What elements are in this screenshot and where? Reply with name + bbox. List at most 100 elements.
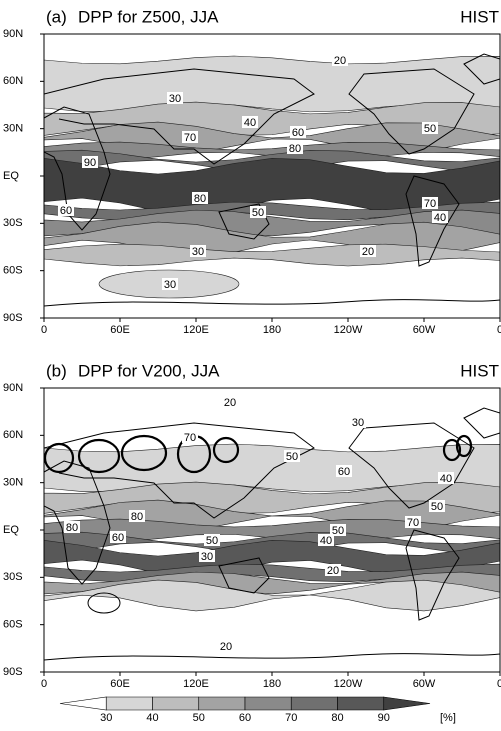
lon-tick-label: 180 <box>263 678 281 690</box>
panel-title: DPP for Z500, JJA <box>78 7 219 26</box>
lat-tick-label: 30N <box>3 477 23 489</box>
lat-tick-label: 60N <box>3 429 23 441</box>
contour-label-bg <box>218 640 234 652</box>
contour-label-bg <box>350 416 366 428</box>
contour-line <box>77 438 121 474</box>
contour-label: 40 <box>440 473 452 485</box>
contour-label-bg <box>429 500 445 512</box>
contour-label: 70 <box>184 432 196 444</box>
lat-tick-label: 30N <box>3 123 23 135</box>
contour-label-bg <box>64 521 80 533</box>
contour-band <box>44 518 500 543</box>
colorbar-swatch <box>198 696 246 711</box>
contour-label: 70 <box>424 198 436 210</box>
lon-tick-label: 60W <box>413 324 436 336</box>
contour-band <box>44 243 500 267</box>
colorbar-tick-label: 60 <box>239 712 251 724</box>
contour-label-bg <box>129 510 145 522</box>
contour-label: 90 <box>84 157 96 169</box>
lat-tick-label: 30S <box>3 571 23 583</box>
map: 20 30 40 60 50 70 80 90 80 60 50 70 40 30 20 30 <box>43 33 501 319</box>
map-fill <box>44 407 500 661</box>
lat-tick-label: 90S <box>3 666 23 678</box>
colorbar-swatch <box>244 696 292 711</box>
contour-label-bg <box>192 192 208 204</box>
contour-label-bg <box>182 431 198 443</box>
contour-label: 30 <box>352 417 364 429</box>
contour-label-bg <box>422 197 438 209</box>
contour-label: 50 <box>206 535 218 547</box>
contour-label-bg <box>330 524 346 536</box>
contour-label-bg <box>199 550 215 562</box>
colorbar-swatch <box>290 696 338 711</box>
contour-label: 50 <box>252 207 264 219</box>
lat-tick-label: 60S <box>3 265 23 277</box>
colorbar-tick-label: 90 <box>378 712 390 724</box>
panel-tag: HIST <box>460 361 499 380</box>
contour-label-bg <box>182 131 198 143</box>
lat-tick-label: 90N <box>3 382 23 394</box>
contour-label-bg <box>422 122 438 134</box>
contour-label: 60 <box>60 205 72 217</box>
contour-label: 50 <box>424 123 436 135</box>
contour-label: 70 <box>184 132 196 144</box>
contour-label-bg <box>287 142 303 154</box>
contour-band <box>44 579 500 612</box>
lat-tick-label: 90S <box>3 312 23 324</box>
contour-label-bg <box>290 126 306 138</box>
contour-label: 60 <box>292 127 304 139</box>
contour-label: 20 <box>220 641 232 653</box>
contour-line <box>212 436 240 464</box>
colorbar-tick-label: 40 <box>146 712 158 724</box>
contour-label: 40 <box>244 117 256 129</box>
lat-tick-label: 60S <box>3 619 23 631</box>
contour-line <box>120 434 168 472</box>
contour-label: 20 <box>327 565 339 577</box>
panel-title: DPP for V200, JJA <box>78 361 220 380</box>
contour-label-bg <box>110 531 126 543</box>
contour-label: 60 <box>112 532 124 544</box>
colorbar-unit: [%] <box>440 712 456 724</box>
contour-label-bg <box>190 245 206 257</box>
lon-tick-label: 120W <box>334 324 363 336</box>
lon-tick-label: 120E <box>183 324 209 336</box>
contour-label-bg <box>318 534 334 546</box>
contour-label: 30 <box>164 279 176 291</box>
contour-label-bg <box>162 278 178 290</box>
contour-label: 80 <box>194 193 206 205</box>
contour-label-bg <box>325 564 341 576</box>
contour-label: 60 <box>338 466 350 478</box>
contour-label: 20 <box>334 55 346 67</box>
contour-label: 20 <box>362 246 374 258</box>
lon-tick-label: 0 <box>41 324 47 336</box>
contour-label-bg <box>405 516 421 528</box>
lon-tick-label: 120W <box>334 678 363 690</box>
contour-label-bg <box>336 465 352 477</box>
lon-tick-label: 0 <box>497 678 501 690</box>
lon-tick-label: 60E <box>110 324 130 336</box>
contour-label: 80 <box>131 511 143 523</box>
contour-label-bg <box>432 211 448 223</box>
colorbar-tick-label: 70 <box>285 712 297 724</box>
colorbar-swatch <box>105 696 153 711</box>
contour-line <box>442 438 462 462</box>
contour-label-bg <box>204 534 220 546</box>
contour-band <box>44 141 500 161</box>
lon-tick-label: 0 <box>497 324 501 336</box>
contour-label-bg <box>242 116 258 128</box>
contour-label: 40 <box>320 535 332 547</box>
contour-label: 30 <box>192 246 204 258</box>
contour-label: 40 <box>434 212 446 224</box>
contour-line <box>87 592 121 614</box>
lat-tick-label: EQ <box>3 524 19 536</box>
contour-label: 50 <box>332 525 344 537</box>
lat-tick-label: 30S <box>3 217 23 229</box>
lat-tick-label: EQ <box>3 170 19 182</box>
colorbar-swatch <box>337 696 385 711</box>
lat-tick-label: 60N <box>3 75 23 87</box>
contour-label: 30 <box>169 93 181 105</box>
colorbar-tick-label: 50 <box>193 712 205 724</box>
contour-label: 50 <box>431 501 443 513</box>
panel-label: (a) <box>46 7 67 26</box>
contour-label-bg <box>332 54 348 66</box>
